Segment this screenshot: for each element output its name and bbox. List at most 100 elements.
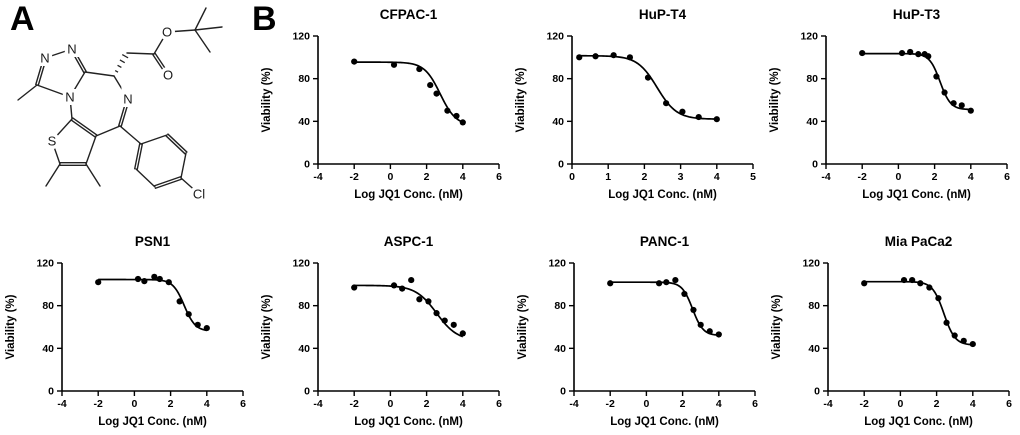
bond — [166, 29, 196, 33]
y-tick-label: 40 — [808, 343, 820, 355]
bond — [85, 163, 101, 187]
y-tick-label: 120 — [292, 31, 310, 43]
chart-cfpac-1: -4 -2 0 2 4 6 0 40 80 120 CFPAC-1 Log JQ1 Conc. (nM… — [256, 2, 508, 208]
y-tick-label: 0 — [48, 386, 54, 398]
y-tick-label: 120 — [36, 258, 54, 270]
x-tick-label: -4 — [821, 171, 830, 183]
data-point — [926, 284, 933, 291]
chart-svg: -4 -2 0 2 4 6 0 40 80 120 PSN1 Log JQ1 Conc. (nM) Vi… — [5, 234, 246, 428]
bond — [84, 71, 115, 77]
bond — [95, 125, 121, 137]
atom-label-n5: N — [123, 92, 132, 107]
y-tick-label: 0 — [304, 386, 310, 398]
bond — [153, 176, 182, 187]
data-point — [943, 319, 950, 326]
data-point — [967, 107, 974, 114]
data-point — [644, 74, 652, 81]
data-point — [390, 61, 398, 68]
x-tick-label: 0 — [897, 398, 903, 410]
fit-curve — [354, 61, 464, 123]
x-tick-label: 2 — [680, 398, 686, 410]
data-point — [607, 280, 614, 287]
x-axis-label: Log JQ1 Conc. (nM) — [98, 416, 207, 428]
bond — [154, 178, 183, 189]
atom-label-n2: N — [67, 42, 76, 57]
x-tick-label: -2 — [858, 171, 867, 183]
chart-title: PSN1 — [135, 234, 171, 249]
x-tick-label: 0 — [387, 171, 393, 183]
data-point — [859, 49, 866, 57]
atom-label-n4: N — [65, 90, 74, 105]
data-point — [95, 279, 102, 286]
data-point — [958, 102, 965, 109]
bond — [113, 75, 129, 100]
data-point — [450, 321, 457, 328]
data-point — [453, 112, 460, 120]
x-tick-label: 0 — [387, 398, 393, 410]
y-tick-label: 80 — [554, 300, 566, 312]
bond — [194, 29, 211, 53]
y-tick-label: 120 — [292, 258, 310, 270]
bond — [70, 119, 96, 138]
y-tick-label: 80 — [298, 73, 310, 85]
data-point — [697, 321, 704, 328]
y-tick-label: 120 — [546, 31, 564, 43]
x-tick-label: 5 — [750, 171, 756, 183]
chart-mia-paca2: -4 -2 0 2 4 6 0 40 80 120 Mia PaCa2 Log JQ1 Conc. (… — [766, 229, 1018, 435]
y-tick-label: 40 — [298, 116, 310, 128]
x-tick-label: 6 — [496, 398, 502, 410]
jq1-structure-drawing: N N N N S O O Cl — [17, 7, 223, 205]
data-point — [706, 328, 713, 335]
bond — [134, 143, 141, 170]
stereo-hash-bond — [119, 59, 126, 64]
bond — [36, 84, 71, 98]
x-tick-label: 4 — [970, 398, 976, 410]
x-tick-label: 6 — [1006, 398, 1012, 410]
chart-title: ASPC-1 — [384, 234, 434, 249]
x-tick-label: -4 — [823, 398, 832, 410]
x-tick-label: -4 — [57, 398, 66, 410]
data-point — [909, 276, 916, 284]
x-tick-label: 2 — [168, 398, 174, 410]
data-point — [203, 324, 210, 332]
chart-aspc-1: -4 -2 0 2 4 6 0 40 80 120 ASPC-1 Log JQ1 Conc. (nM)… — [256, 229, 508, 435]
chart-hup-t4: 0 1 2 3 4 5 0 40 80 120 HuP-T4 Log JQ1 Conc. (nM) Vi… — [510, 2, 762, 208]
x-tick-label: 4 — [460, 398, 466, 410]
y-tick-label: 40 — [806, 116, 818, 128]
fit-curve — [354, 284, 464, 338]
data-point — [695, 113, 702, 121]
bond — [153, 31, 168, 55]
data-point — [408, 276, 415, 284]
bond — [51, 140, 61, 165]
jq1-structure-panel: N N N N S O O Cl — [2, 4, 252, 232]
data-point — [134, 275, 142, 283]
data-point — [690, 306, 697, 314]
bond — [69, 96, 73, 120]
data-point — [960, 337, 967, 344]
y-axis-label: Viability (%) — [771, 294, 783, 359]
bond — [45, 163, 61, 187]
x-axis-label: Log JQ1 Conc. (nM) — [354, 416, 463, 428]
x-axis-label: Log JQ1 Conc. (nM) — [354, 189, 463, 201]
bond — [17, 84, 38, 101]
chart-panc-1: -4 -2 0 2 4 6 0 40 80 120 PANC-1 Log JQ1 Conc. (nM)… — [512, 229, 764, 435]
chart-svg: -4 -2 0 2 4 6 0 40 80 120 Mia PaCa2 Log JQ1 Conc. (… — [771, 234, 1012, 428]
x-tick-label: 0 — [643, 398, 649, 410]
data-point — [655, 280, 663, 287]
bond — [44, 48, 73, 59]
x-tick-label: 4 — [204, 398, 210, 410]
data-point — [416, 296, 423, 303]
y-tick-label: 120 — [548, 258, 566, 270]
data-point — [441, 317, 448, 324]
data-point — [715, 331, 722, 338]
bond — [165, 135, 186, 155]
x-tick-label: 6 — [752, 398, 758, 410]
stereo-hash-bond — [117, 64, 122, 68]
y-tick-label: 0 — [304, 159, 310, 171]
x-tick-label: 0 — [569, 171, 575, 183]
y-tick-label: 40 — [298, 343, 310, 355]
chart-title: HuP-T4 — [639, 7, 687, 22]
data-point — [156, 275, 163, 283]
x-tick-label: 4 — [968, 171, 974, 183]
data-point — [425, 298, 432, 305]
